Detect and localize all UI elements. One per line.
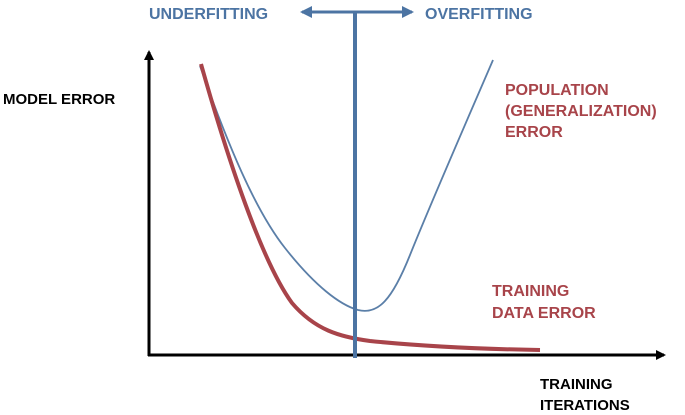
population-label-line2: (GENERALIZATION) [505,103,657,120]
x-axis-label-line1: TRAINING [540,376,613,393]
training-error-curve [199,63,541,352]
underfitting-label: UNDERFITTING [149,6,268,23]
population-label-line1: POPULATION [505,82,609,99]
overfitting-label: OVERFITTING [425,6,533,23]
training-label-line2: DATA ERROR [492,305,596,322]
population-label-line3: ERROR [505,124,563,141]
training-label-line1: TRAINING [492,283,569,300]
y-axis-label: MODEL ERROR [3,91,115,108]
x-axis-label-line2: ITERATIONS [540,397,630,414]
population-error-curve [199,59,494,312]
